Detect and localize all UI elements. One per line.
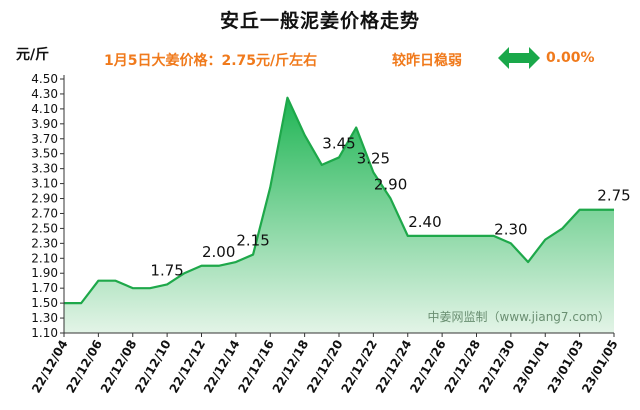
watermark: 中姜网监制（www.jiang7.com） — [428, 309, 610, 324]
y-tick-label: 3.70 — [31, 132, 58, 146]
y-tick-label: 3.90 — [31, 117, 58, 131]
y-tick-label: 4.10 — [31, 102, 58, 116]
data-label: 3.45 — [322, 134, 355, 152]
data-label: 2.75 — [597, 187, 630, 205]
series-line — [64, 96, 614, 305]
data-label: 2.00 — [202, 243, 235, 261]
area-fill — [64, 97, 614, 333]
y-tick-label: 2.50 — [31, 221, 58, 235]
y-tick-label: 2.10 — [31, 251, 58, 265]
y-tick-label: 3.50 — [31, 147, 58, 161]
y-axis-unit: 元/斤 — [16, 47, 50, 63]
y-tick-label: 1.90 — [31, 266, 58, 280]
y-tick-label: 1.70 — [31, 281, 58, 295]
data-label: 2.90 — [374, 176, 407, 194]
data-label: 3.25 — [357, 149, 390, 167]
double-arrow-icon — [498, 46, 540, 74]
y-tick-label: 4.30 — [31, 87, 58, 101]
y-tick-label: 3.10 — [31, 177, 58, 191]
y-tick-label: 1.10 — [31, 326, 58, 340]
y-tick-label: 4.50 — [31, 72, 58, 86]
y-tick-label: 2.70 — [31, 206, 58, 220]
x-tick-label: 23/01/05 — [579, 338, 621, 396]
price-note: 1月5日大姜价格：2.75元/斤左右 — [104, 53, 318, 69]
y-tick-label: 2.90 — [31, 192, 58, 206]
data-label: 2.15 — [236, 232, 269, 250]
y-tick-label: 3.30 — [31, 162, 58, 176]
change-percent: 0.00% — [546, 50, 595, 66]
y-tick-label: 2.30 — [31, 236, 58, 250]
y-tick-label: 1.50 — [31, 296, 58, 310]
data-label: 2.30 — [494, 220, 527, 238]
trend-note: 较昨日稳弱 — [392, 53, 462, 69]
data-label: 2.40 — [408, 213, 441, 231]
chart-title: 安丘一般泥姜价格走势 — [219, 10, 420, 32]
y-tick-label: 1.30 — [31, 311, 58, 325]
data-label: 1.75 — [150, 261, 183, 279]
